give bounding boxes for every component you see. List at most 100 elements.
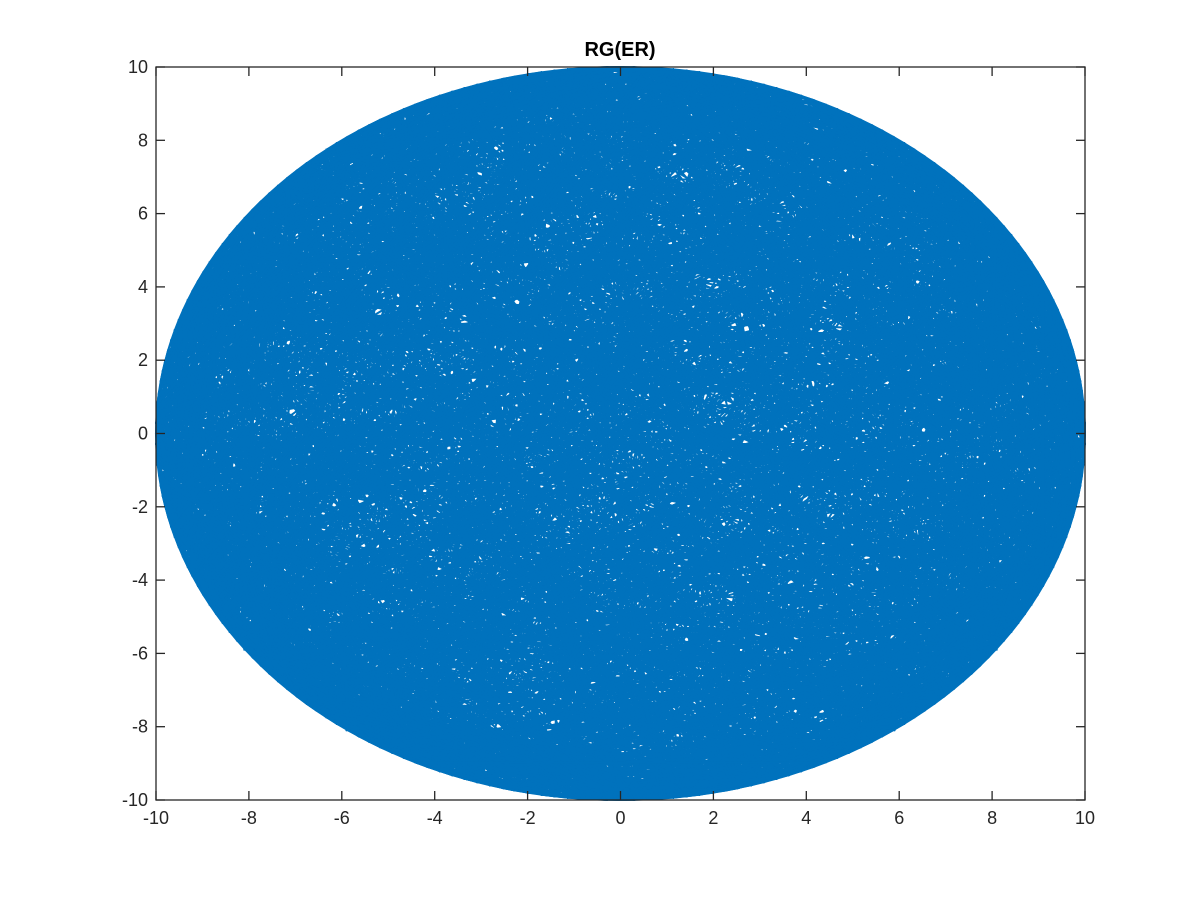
graph-edge: [527, 71, 543, 76]
graph-edge: [1047, 565, 1055, 578]
graph-edge: [800, 94, 1005, 228]
graph-edge: [475, 80, 491, 86]
graph-edge: [164, 505, 170, 518]
graph-edge: [933, 162, 946, 172]
graph-edge: [346, 129, 360, 138]
y-tick-label: -8: [132, 717, 148, 737]
graph-edge: [208, 252, 1026, 264]
graph-edge: [170, 339, 429, 768]
graph-edge: [501, 78, 675, 799]
graph-edge: [277, 680, 289, 690]
graph-edge: [159, 380, 298, 698]
chart-title: RG(ER): [584, 39, 655, 61]
graph-edge: [325, 142, 338, 151]
graph-edge: [952, 680, 964, 690]
graph-edge: [952, 177, 964, 187]
graph-edge: [1061, 535, 1068, 548]
graph-edge: [402, 103, 417, 111]
graph-edge: [315, 148, 328, 158]
graph-edge: [824, 756, 839, 764]
graph-edge: [812, 761, 827, 768]
graph-edge: [159, 484, 753, 787]
graph-edge: [1002, 630, 1013, 642]
graph-edge: [236, 217, 246, 228]
graph-edge: [243, 208, 254, 220]
graph-edge: [156, 90, 453, 404]
graph-edge: [368, 108, 405, 743]
graph-edge: [800, 94, 815, 102]
graph-edge: [501, 786, 517, 792]
graph-edge: [1079, 380, 1083, 393]
graph-edge: [182, 555, 189, 568]
graph-edge: [191, 575, 998, 650]
graph-edge: [970, 192, 982, 203]
graph-edge: [463, 87, 895, 731]
graph-edge: [566, 463, 1085, 799]
graph-edge: [566, 67, 582, 71]
y-tick-label: 10: [128, 57, 148, 77]
y-tick-label: -2: [132, 497, 148, 517]
graph-edge: [315, 709, 778, 780]
graph-edge: [646, 797, 662, 801]
graph-edge: [1010, 234, 1020, 246]
graph-edge: [1065, 329, 1071, 342]
graph-edge: [191, 575, 199, 587]
graph-edge: [161, 495, 167, 508]
graph-edge: [438, 770, 453, 777]
graph-edge: [236, 225, 417, 764]
graph-edge: [606, 87, 778, 801]
graph-edge: [1042, 575, 1050, 587]
graph-edge: [158, 380, 162, 393]
graph-edge: [870, 735, 884, 743]
graph-edge: [788, 90, 803, 97]
graph-edge: [659, 796, 675, 800]
graph-edge: [892, 722, 906, 731]
graph-edge: [488, 784, 504, 789]
graph-edge: [750, 781, 766, 787]
graph-edge: [943, 169, 955, 180]
graph-edge: [870, 124, 998, 650]
graph-edge: [159, 370, 164, 383]
graph-edge: [501, 75, 517, 81]
graph-edge: [698, 71, 714, 76]
graph-edge: [346, 136, 906, 725]
graph-edge: [1056, 309, 1064, 322]
graph-edge: [159, 484, 164, 497]
graph-edge: [659, 67, 675, 71]
graph-edge: [566, 796, 582, 800]
graph-edge: [368, 124, 740, 789]
graph-edge: [1071, 349, 1077, 362]
graph-edge: [812, 695, 946, 768]
y-tick-label: -10: [122, 790, 148, 810]
graph-edge: [1023, 603, 1033, 615]
graph-edge: [208, 252, 218, 264]
graph-edge: [463, 735, 884, 780]
graph-edge: [402, 756, 417, 764]
graph-edge: [788, 90, 1080, 372]
graph-edge: [315, 252, 1026, 712]
graph-edge: [913, 148, 926, 158]
graph-edge: [847, 746, 862, 754]
graph-edge: [475, 422, 1086, 784]
x-tick-label: 4: [801, 808, 811, 828]
graph-edge: [335, 142, 688, 798]
graph-edge: [463, 83, 478, 90]
graph-edge: [1061, 319, 1068, 332]
graph-edge: [173, 200, 982, 538]
x-tick-labels: -10 -8 -6 -4 -2 0 2 4 6 8 10: [143, 808, 1095, 828]
graph-edge: [202, 261, 1033, 597]
x-tick-label: 8: [987, 808, 997, 828]
graph-edge: [182, 309, 429, 768]
graph-edge: [775, 774, 791, 780]
graph-edge: [1079, 474, 1083, 487]
graph-edge: [251, 129, 884, 659]
graph-edge: [775, 87, 791, 93]
graph-edge: [167, 515, 491, 787]
graph-edge: [836, 525, 1071, 759]
graph-edge: [501, 78, 701, 796]
graph-edge: [800, 765, 815, 773]
graph-edge: [711, 73, 839, 759]
graph-edge: [1010, 234, 1026, 615]
x-tick-label: -6: [334, 808, 350, 828]
